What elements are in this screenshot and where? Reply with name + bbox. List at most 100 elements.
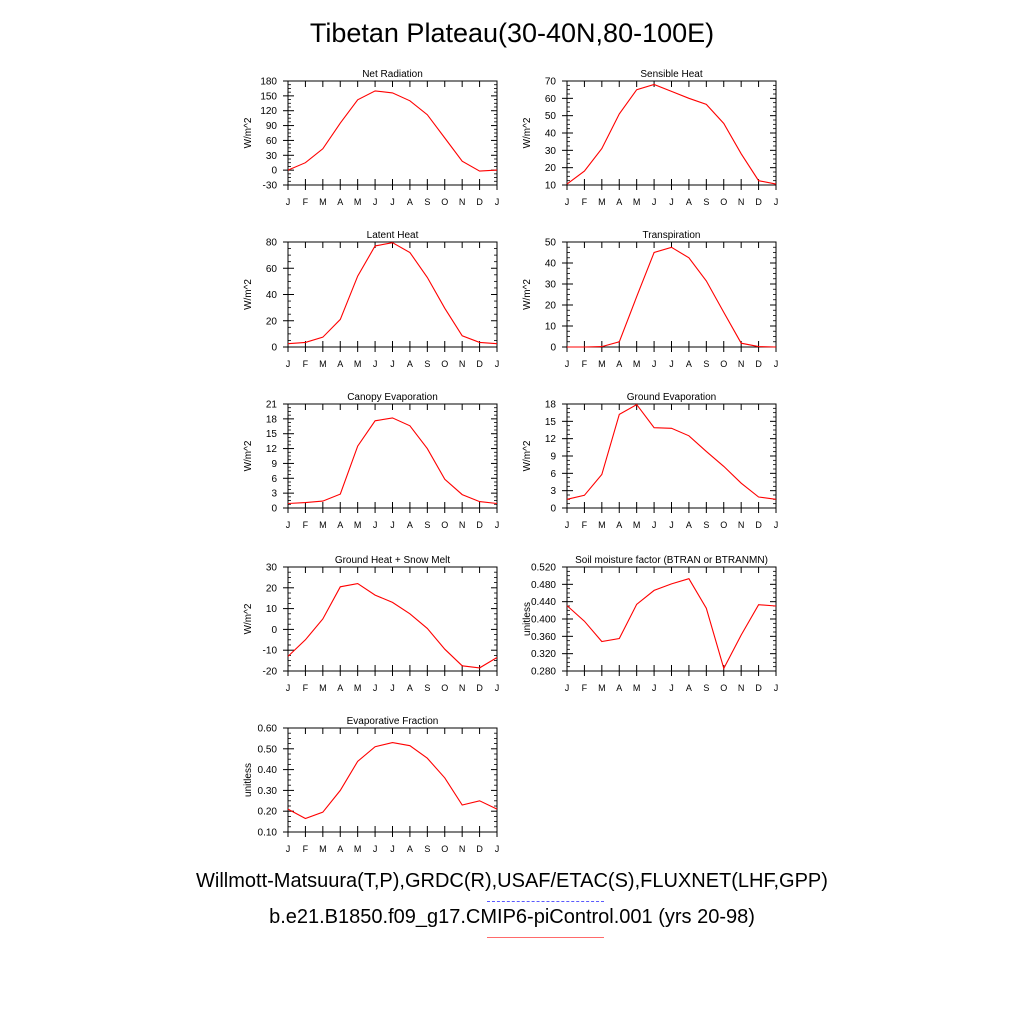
x-tick-label: J xyxy=(390,197,395,207)
y-axis-label: W/m^2 xyxy=(522,279,533,310)
y-tick-label: 21 xyxy=(266,400,278,411)
x-tick-label: M xyxy=(633,683,641,693)
series-line xyxy=(566,403,777,500)
y-tick-label: 0.400 xyxy=(531,615,556,626)
y-tick-label: 30 xyxy=(266,563,278,574)
x-tick-label: A xyxy=(407,683,413,693)
y-axis-label: unitless xyxy=(243,763,254,797)
plot-frame xyxy=(566,566,777,672)
x-tick-label: F xyxy=(582,683,588,693)
x-tick-label: N xyxy=(459,844,466,854)
x-tick-label: N xyxy=(738,359,745,369)
chart-title: Net Radiation xyxy=(362,69,423,80)
x-tick-label: J xyxy=(286,520,291,530)
y-tick-label: 0 xyxy=(550,343,556,354)
series-line xyxy=(566,578,777,670)
y-tick-label: 0 xyxy=(271,166,277,177)
x-tick-label: J xyxy=(495,520,500,530)
chart-title: Latent Heat xyxy=(367,230,419,241)
y-tick-label: 10 xyxy=(545,322,557,333)
x-tick-label: M xyxy=(633,359,641,369)
x-tick-label: J xyxy=(669,359,674,369)
plot-frame xyxy=(287,403,498,509)
y-tick-label: 120 xyxy=(260,106,277,117)
series-line xyxy=(567,246,777,348)
x-tick-label: J xyxy=(495,844,500,854)
series-line xyxy=(287,242,498,345)
x-tick-label: A xyxy=(407,520,413,530)
plot-frame xyxy=(566,241,777,348)
legend-model-swatch xyxy=(487,937,604,938)
chart-7: Soil moisture factor (BTRAN or BTRANMN) u… xyxy=(522,555,778,693)
x-tick-label: S xyxy=(424,683,430,693)
x-tick-label: N xyxy=(738,520,745,530)
y-tick-label: 20 xyxy=(266,583,278,594)
y-tick-label: 60 xyxy=(266,136,278,147)
chart-8: Evaporative Fraction unitless 0.10 0.20 0.30… xyxy=(243,716,499,854)
y-axis-label: W/m^2 xyxy=(243,279,254,310)
x-tick-label: M xyxy=(319,197,327,207)
x-tick-label: N xyxy=(459,359,466,369)
x-tick-label: F xyxy=(303,844,309,854)
x-tick-label: A xyxy=(407,359,413,369)
series-line xyxy=(287,742,498,820)
y-tick-label: 0.440 xyxy=(531,597,556,608)
y-tick-label: 60 xyxy=(266,264,278,275)
y-tick-label: 0 xyxy=(550,504,556,515)
x-tick-label: F xyxy=(582,359,588,369)
x-tick-label: J xyxy=(652,197,657,207)
x-tick-label: A xyxy=(407,844,413,854)
x-tick-label: J xyxy=(652,359,657,369)
y-tick-label: 0 xyxy=(271,504,277,515)
x-tick-label: J xyxy=(652,520,657,530)
x-tick-label: F xyxy=(303,359,309,369)
x-tick-label: J xyxy=(774,197,779,207)
x-tick-label: M xyxy=(319,844,327,854)
x-tick-label: O xyxy=(441,197,448,207)
series-line xyxy=(287,90,498,172)
x-tick-label: D xyxy=(476,683,483,693)
y-tick-label: 80 xyxy=(266,238,278,249)
y-tick-label: 0.480 xyxy=(531,580,556,591)
x-tick-label: J xyxy=(495,359,500,369)
y-axis-label: W/m^2 xyxy=(522,440,533,471)
x-tick-label: S xyxy=(703,520,709,530)
x-tick-label: J xyxy=(286,197,291,207)
chart-title: Ground Evaporation xyxy=(627,392,717,403)
x-tick-label: A xyxy=(686,359,692,369)
x-tick-label: D xyxy=(476,197,483,207)
x-tick-label: F xyxy=(582,197,588,207)
x-tick-label: S xyxy=(424,359,430,369)
x-tick-label: J xyxy=(373,197,378,207)
plot-frame xyxy=(287,80,498,186)
x-tick-label: A xyxy=(616,197,622,207)
plot-frame xyxy=(566,403,777,509)
x-tick-label: J xyxy=(373,683,378,693)
chart-title: Canopy Evaporation xyxy=(347,392,438,403)
y-axis-label: W/m^2 xyxy=(243,117,254,148)
x-tick-label: S xyxy=(424,197,430,207)
x-tick-label: J xyxy=(774,520,779,530)
x-tick-label: J xyxy=(286,844,291,854)
x-tick-label: M xyxy=(319,520,327,530)
x-tick-label: J xyxy=(390,683,395,693)
chart-title: Sensible Heat xyxy=(640,69,702,80)
y-tick-label: 10 xyxy=(266,604,278,615)
plot-frame xyxy=(287,566,498,672)
x-tick-label: S xyxy=(703,359,709,369)
x-tick-label: A xyxy=(686,520,692,530)
plot-frame xyxy=(287,727,498,833)
x-tick-label: M xyxy=(354,844,362,854)
x-tick-label: J xyxy=(495,197,500,207)
x-tick-label: O xyxy=(441,520,448,530)
x-tick-label: J xyxy=(390,520,395,530)
y-tick-label: 0.280 xyxy=(531,667,556,678)
y-tick-label: -20 xyxy=(263,667,278,678)
y-tick-label: 40 xyxy=(266,290,278,301)
x-tick-label: A xyxy=(686,197,692,207)
x-tick-label: O xyxy=(441,359,448,369)
y-tick-label: 3 xyxy=(271,489,277,500)
